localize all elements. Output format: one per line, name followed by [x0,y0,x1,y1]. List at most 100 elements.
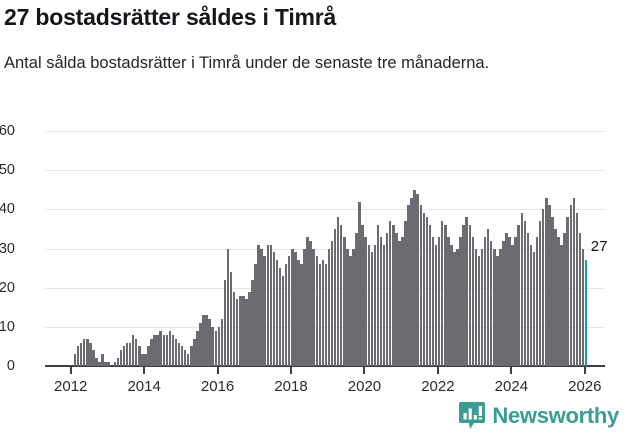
bar [440,221,444,366]
bar [122,346,126,366]
bar [92,350,95,366]
bar [578,232,582,366]
bar [373,244,377,366]
bar [477,256,481,366]
bar [382,244,386,366]
x-axis-line [45,365,605,367]
bar [73,354,77,366]
bar [159,330,162,366]
x-axis-tick-label: 2024 [494,378,529,395]
bar [180,346,184,366]
bar [89,342,92,366]
bar [272,252,276,366]
bar [343,236,346,366]
bar [223,279,227,366]
bar [107,362,110,366]
bar [526,232,530,366]
footer: Newsworthy [0,398,631,439]
bar [190,346,193,366]
x-axis-tick-label: 2022 [421,378,455,395]
bar [101,354,104,366]
bar [437,236,441,366]
bar [235,299,239,366]
bar [266,244,270,366]
bar [226,248,230,366]
bar [416,193,419,366]
bar [251,279,254,366]
bar-chart-bubble-icon [459,402,486,429]
bar [355,232,358,366]
bar [248,291,251,366]
x-axis-tick-label: 2014 [127,378,161,395]
bar [104,362,107,366]
bar [489,240,493,366]
bar [199,322,202,366]
bar [239,295,242,366]
bar [346,248,349,366]
bar [459,236,462,366]
bar [361,225,364,366]
bar [560,244,563,366]
bar [404,221,407,366]
bar [113,362,117,366]
bar [450,244,453,366]
bar [294,252,297,366]
bar [330,240,334,366]
gridline [45,248,605,250]
bar [407,205,410,366]
bar [297,260,300,366]
bar [171,334,175,366]
bar [496,256,499,366]
bar [364,236,367,366]
x-axis-tick-label: 2018 [274,378,308,395]
bar [575,213,579,366]
bar [309,240,312,366]
bar [535,236,539,366]
bar [410,197,413,366]
gridline [45,131,605,132]
chart-plot-area: 0 10 20 30 40 50 60 27 2012 2014 2016 2018 2020 2022 2… [0,123,607,395]
bar [413,189,416,366]
bar [131,334,135,366]
bar [324,264,328,366]
bar [398,240,401,366]
bar [502,240,505,366]
bar [229,272,233,366]
bar [465,217,468,366]
bar [144,354,147,366]
bar [483,236,487,366]
bar [86,338,89,366]
bar [202,315,205,366]
bar [186,354,190,366]
bar [499,248,502,366]
x-axis-tick [436,367,439,374]
bar [211,326,214,366]
bar [395,232,398,366]
x-axis-tick-label: 2020 [347,378,382,395]
bar [358,201,361,366]
bar [263,256,266,366]
bar [315,256,318,366]
chart-container: 0 10 20 30 40 50 60 27 2012 2014 2016 2018 2020 2022 2… [0,118,631,395]
bar [572,197,576,366]
bar [425,217,429,366]
bar [205,315,208,366]
gridline [45,209,605,211]
bar [303,248,306,366]
bar [333,228,337,366]
bar [128,342,132,366]
bar [480,248,484,366]
bar [581,248,585,366]
x-axis-tick [363,367,366,374]
y-axis-tick-label: 60 [0,123,15,139]
bar [468,225,472,366]
x-axis-tick [583,367,586,374]
bar [401,236,404,366]
bar [388,221,392,366]
bar [444,225,447,366]
bar [183,350,187,366]
gridline [45,170,605,172]
bar [376,225,380,366]
bar [486,228,490,366]
y-axis-tick-label: 20 [0,279,15,296]
